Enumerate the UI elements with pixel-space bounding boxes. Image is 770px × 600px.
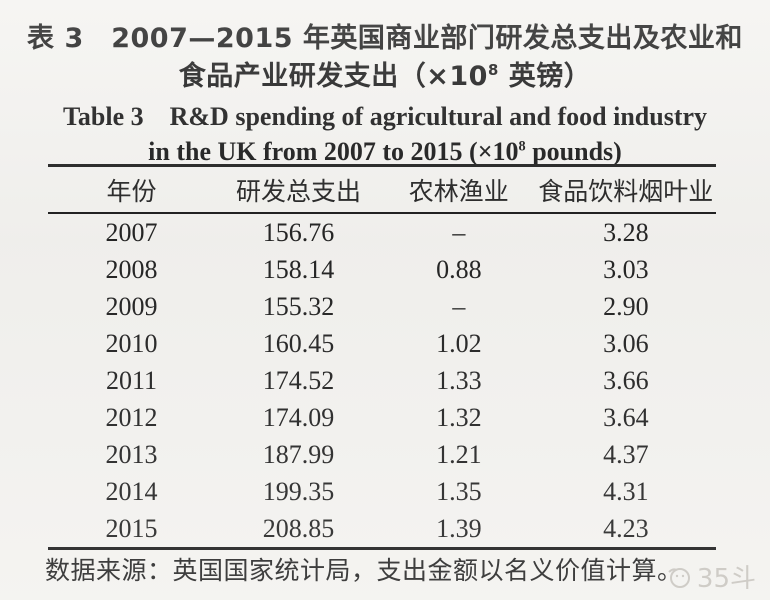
cell-total-rd: 174.09 — [262, 402, 335, 432]
title-zh-unit-post: 英镑） — [498, 61, 592, 92]
table-title-en-line2: in the UK from 2007 to 2015 (×108 pounds… — [0, 134, 770, 169]
cell-agriculture: 1.02 — [436, 328, 482, 358]
cell-total-rd: 158.14 — [262, 254, 335, 284]
cell-agriculture: 1.32 — [436, 402, 482, 432]
cell-total-rd: 174.52 — [262, 365, 335, 395]
table-row: 2012 174.09 1.32 3.64 — [48, 399, 716, 436]
cell-food: 3.66 — [603, 365, 649, 395]
cell-year: 2014 — [105, 476, 158, 506]
cell-total-rd: 187.99 — [262, 439, 335, 469]
cell-total-rd: 160.45 — [262, 328, 335, 358]
table-row: 2007 156.76 – 3.28 — [48, 213, 716, 251]
cell-food: 3.64 — [603, 402, 649, 432]
cell-food: 4.23 — [603, 513, 649, 543]
cell-year: 2013 — [105, 439, 158, 469]
cell-food: 3.06 — [603, 328, 649, 358]
cell-agriculture: 1.35 — [436, 476, 482, 506]
brand-watermark-text: 35斗 — [696, 564, 756, 594]
column-header-agriculture: 农林渔业 — [382, 165, 536, 214]
column-header-year: 年份 — [48, 165, 215, 214]
cell-agriculture: – — [452, 291, 466, 321]
cell-food: 4.37 — [603, 439, 649, 469]
table-row: 2015 208.85 1.39 4.23 — [48, 510, 716, 549]
table-title-en-line1: Table 3 R&D spending of agricultural and… — [62, 102, 708, 131]
table-row: 2009 155.32 – 2.90 — [48, 288, 716, 325]
table-title-en: Table 3 R&D spending of agricultural and… — [0, 99, 770, 169]
cell-food: 3.28 — [603, 217, 649, 247]
cell-agriculture: 1.21 — [436, 439, 482, 469]
cell-food: 4.31 — [603, 476, 649, 506]
cell-total-rd: 156.76 — [262, 217, 335, 247]
table-row: 2013 187.99 1.21 4.37 — [48, 436, 716, 473]
brand-watermark: 35斗 — [665, 558, 756, 595]
table-header-row: 年份 研发总支出 农林渔业 食品饮料烟叶业 — [48, 165, 716, 214]
cell-year: 2007 — [105, 217, 158, 247]
title-en-unit-post: pounds) — [525, 137, 622, 166]
cell-food: 2.90 — [603, 291, 649, 321]
cell-year: 2008 — [105, 254, 158, 284]
brand-logo-icon — [668, 567, 690, 588]
title-zh-unit-pre: 食品产业研发支出（×10 — [178, 61, 488, 92]
title-en-exponent: 8 — [518, 138, 526, 155]
cell-food: 3.03 — [603, 254, 649, 284]
title-zh-exponent: 8 — [487, 61, 499, 79]
cell-year: 2010 — [105, 328, 158, 358]
cell-agriculture: 0.88 — [436, 254, 482, 284]
column-header-food: 食品饮料烟叶业 — [535, 165, 716, 214]
table-title-zh: 表 3 2007—2015 年英国商业部门研发总支出及农业和 食品产业研发支出（… — [0, 20, 770, 96]
table-footer: 数据来源：英国国家统计局，支出金额以名义价值计算。 35斗 — [0, 556, 770, 595]
cell-total-rd: 208.85 — [262, 513, 335, 543]
title-en-unit-pre: in the UK from 2007 to 2015 (×10 — [148, 137, 519, 166]
cell-agriculture: 1.33 — [436, 365, 482, 395]
table-row: 2010 160.45 1.02 3.06 — [48, 325, 716, 362]
cell-agriculture: 1.39 — [436, 513, 482, 543]
cell-year: 2009 — [105, 291, 158, 321]
cell-agriculture: – — [452, 217, 466, 247]
table-title-zh-line2: 食品产业研发支出（×108 英镑） — [0, 58, 770, 96]
table-title-zh-line1: 表 3 2007—2015 年英国商业部门研发总支出及农业和 — [27, 23, 743, 54]
table-row: 2008 158.14 0.88 3.03 — [48, 251, 716, 288]
table-caption: 表 3 2007—2015 年英国商业部门研发总支出及农业和 食品产业研发支出（… — [0, 0, 770, 169]
cell-year: 2011 — [105, 365, 158, 395]
table-row: 2014 199.35 1.35 4.31 — [48, 473, 716, 510]
cell-total-rd: 199.35 — [262, 476, 335, 506]
cell-year: 2012 — [105, 402, 158, 432]
rd-spending-table: 年份 研发总支出 农林渔业 食品饮料烟叶业 2007 156.76 – 3.28… — [48, 164, 716, 550]
cell-year: 2015 — [105, 513, 158, 543]
column-header-total-rd: 研发总支出 — [215, 165, 382, 214]
cell-total-rd: 155.32 — [262, 291, 335, 321]
table-row: 2011 174.52 1.33 3.66 — [48, 362, 716, 399]
data-source-note: 数据来源：英国国家统计局，支出金额以名义价值计算。 — [45, 558, 683, 585]
